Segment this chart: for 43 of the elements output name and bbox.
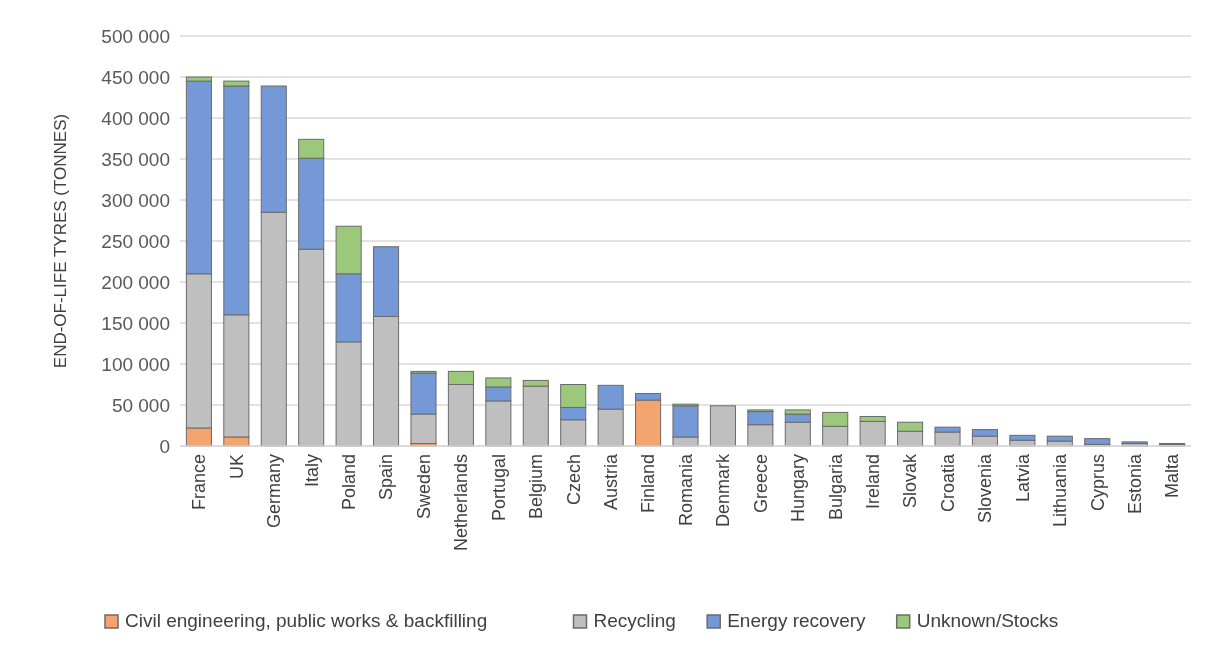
x-tick-label: Estonia — [1124, 453, 1145, 515]
y-tick-label: 200 000 — [101, 271, 170, 293]
x-tick-label: Bulgaria — [825, 453, 846, 521]
y-tick-label: 50 000 — [111, 394, 170, 416]
y-tick-label: 150 000 — [101, 312, 170, 334]
x-tick-label: Italy — [301, 454, 322, 488]
x-tick-label: Lithuania — [1050, 453, 1071, 528]
legend-label: Civil engineering, public works & backfilling — [125, 610, 488, 631]
legend-label: Energy recovery — [727, 610, 867, 631]
x-tick-label: Netherlands — [451, 454, 472, 552]
y-tick-label: 300 000 — [101, 189, 170, 211]
x-tick-label: Malta — [1162, 453, 1183, 499]
x-tick-label: Latvia — [1012, 453, 1033, 503]
y-tick-label: 350 000 — [101, 148, 170, 170]
x-tick-label: Croatia — [937, 453, 958, 513]
x-tick-label: France — [189, 454, 210, 511]
x-tick-label: Slovak — [900, 453, 921, 509]
x-tick-label: Hungary — [788, 454, 809, 523]
x-tick-label: Sweden — [413, 454, 434, 520]
y-tick-label: 0 — [159, 435, 170, 457]
y-tick-label: 450 000 — [101, 66, 170, 88]
x-tick-label: Germany — [264, 454, 285, 529]
x-tick-label: Poland — [338, 454, 359, 511]
x-tick-label: Portugal — [488, 454, 509, 522]
x-tick-label: Cyprus — [1087, 454, 1108, 512]
x-tick-label: Romania — [675, 453, 696, 527]
x-tick-label: Ireland — [862, 454, 883, 510]
y-tick-label: 100 000 — [101, 353, 170, 375]
y-axis-title: END-OF-LIFE TYRES (TONNES) — [51, 113, 70, 369]
x-tick-label: Slovenia — [975, 453, 996, 524]
y-tick-label: 400 000 — [101, 107, 170, 129]
y-tick-label: 250 000 — [101, 230, 170, 252]
x-tick-label: Austria — [600, 453, 621, 511]
x-tick-label: Greece — [750, 454, 771, 514]
legend-label: Recycling — [593, 610, 676, 631]
legend-label: Unknown/Stocks — [916, 610, 1059, 631]
x-tick-label: Finland — [638, 454, 659, 514]
x-tick-label: UK — [226, 454, 247, 480]
x-tick-label: Spain — [376, 454, 397, 501]
x-tick-label: Denmark — [713, 453, 734, 528]
x-tick-label: Belgium — [526, 454, 547, 520]
x-tick-label: Czech — [563, 454, 584, 506]
y-tick-label: 500 000 — [101, 25, 170, 47]
